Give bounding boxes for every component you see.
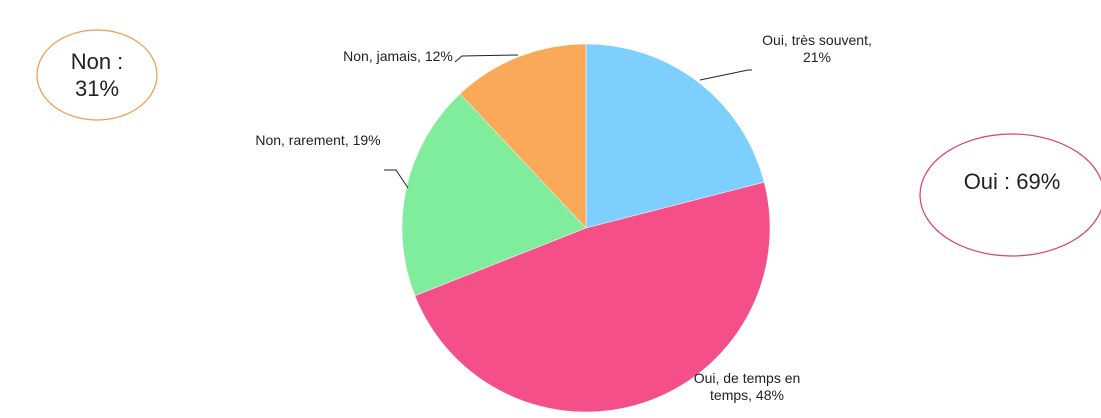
- leader-line: [384, 169, 409, 189]
- data-label: Oui, très souvent, 21%: [762, 32, 872, 65]
- pie-slice: [401, 93, 587, 297]
- data-label: Non, rarement, 19%: [255, 132, 381, 148]
- data-label: Oui, de temps en temps, 48%: [693, 370, 801, 403]
- leader-line: [699, 69, 752, 81]
- data-label: Non, jamais, 12%: [343, 48, 453, 64]
- annotation-ellipse: [36, 29, 158, 121]
- annotation-ellipse: [919, 133, 1101, 257]
- annotation: Non : 31%: [70, 49, 124, 101]
- pie-slice: [414, 181, 771, 413]
- pie-slice: [459, 43, 587, 229]
- pie-slice: [585, 43, 765, 229]
- annotation: Oui : 69%: [963, 169, 1061, 194]
- leader-line: [454, 54, 519, 63]
